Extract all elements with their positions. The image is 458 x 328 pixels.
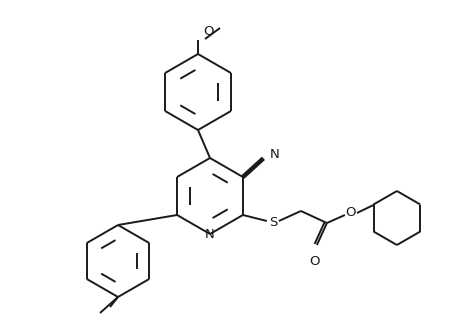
Text: S: S bbox=[269, 216, 277, 230]
Text: O: O bbox=[203, 25, 213, 38]
Text: N: N bbox=[270, 149, 280, 161]
Text: O: O bbox=[310, 255, 320, 268]
Text: O: O bbox=[346, 207, 356, 219]
Text: N: N bbox=[205, 228, 215, 240]
